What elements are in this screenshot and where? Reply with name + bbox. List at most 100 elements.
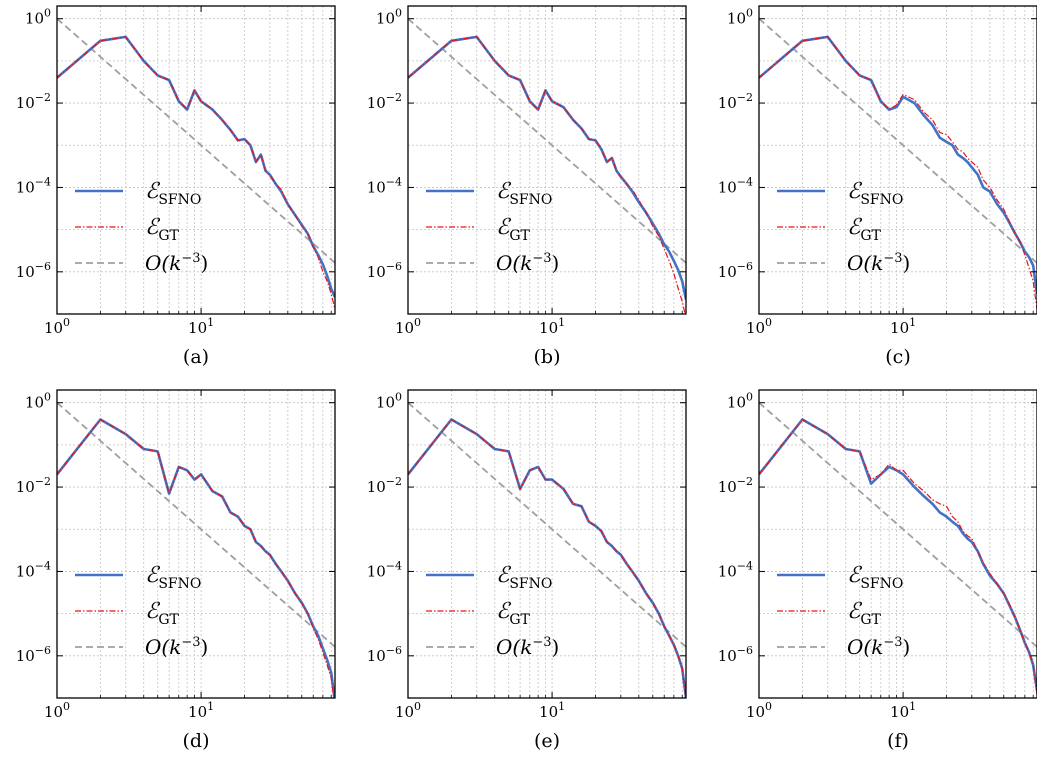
y-tick-label-exp: 0 xyxy=(44,391,51,404)
y-tick-label-exp: −4 xyxy=(35,559,51,572)
y-tick-label-exp: 0 xyxy=(746,7,753,20)
y-tick-label-base: 10 xyxy=(16,478,35,496)
x-tick-label: 101 xyxy=(539,316,565,337)
legend-label-main: ℰ xyxy=(145,179,161,204)
legend-label-sub: SFNO xyxy=(860,192,903,208)
legend-label-main: O(k xyxy=(145,635,181,659)
legend-label-main: ℰ xyxy=(496,215,512,240)
reference-slope-line xyxy=(408,402,686,648)
gt-series-line xyxy=(408,36,686,314)
x-tick-label: 101 xyxy=(188,700,214,721)
x-tick-label-base: 10 xyxy=(746,319,765,337)
legend-label-sup: −3 xyxy=(883,251,902,266)
y-tick-label: 10−2 xyxy=(718,475,753,496)
legend-label: ℰSFNO xyxy=(145,179,201,208)
y-tick-label-exp: −6 xyxy=(35,644,51,657)
y-tick-label-base: 10 xyxy=(25,10,44,28)
legend-label-sup: −3 xyxy=(883,635,902,650)
legend-label-tail: ) xyxy=(201,635,209,659)
y-tick-label-base: 10 xyxy=(376,394,395,412)
y-tick-label-exp: 0 xyxy=(395,7,402,20)
legend-label-sup: −3 xyxy=(532,635,551,650)
sfno-series-line xyxy=(57,418,335,698)
y-tick-label-exp: −4 xyxy=(737,175,753,188)
series-group xyxy=(759,402,1037,695)
legend-label-tail: ) xyxy=(903,635,911,659)
gt-series-line xyxy=(759,418,1037,695)
plot-frame xyxy=(758,389,1037,699)
series-group xyxy=(57,18,335,310)
x-tick-label: 101 xyxy=(890,700,916,721)
y-tick-label: 100 xyxy=(25,391,51,412)
x-tick-label-exp: 1 xyxy=(207,700,214,713)
y-tick-label-base: 10 xyxy=(16,647,35,665)
legend-label: O(k−3) xyxy=(847,635,910,659)
legend-label: O(k−3) xyxy=(847,251,910,275)
y-tick-label-base: 10 xyxy=(376,10,395,28)
y-tick-label: 10−4 xyxy=(367,559,402,580)
panel-caption: (b) xyxy=(533,346,561,368)
x-tick-label: 101 xyxy=(539,700,565,721)
legend-label-sub: GT xyxy=(509,612,530,628)
y-tick-label-exp: −4 xyxy=(386,175,402,188)
plot-frame xyxy=(56,389,336,699)
gt-series-line xyxy=(57,36,335,310)
y-tick-label: 100 xyxy=(376,391,402,412)
y-tick-label-base: 10 xyxy=(16,562,35,580)
y-tick-label-base: 10 xyxy=(367,178,386,196)
y-tick-label-base: 10 xyxy=(367,263,386,281)
x-tick-label-base: 10 xyxy=(890,319,909,337)
legend-label: ℰGT xyxy=(847,215,882,244)
x-tick-label-base: 10 xyxy=(44,703,63,721)
reference-slope-line xyxy=(759,18,1037,264)
y-tick-label-exp: −2 xyxy=(386,475,402,488)
panel-caption: (f) xyxy=(887,730,909,752)
legend-label-main: ℰ xyxy=(847,599,863,624)
x-tick-label-exp: 1 xyxy=(909,316,916,329)
plot-frame xyxy=(407,5,687,315)
y-tick-label: 10−6 xyxy=(718,260,753,281)
series-group xyxy=(408,402,686,698)
panel-caption: (c) xyxy=(885,346,911,368)
panel-caption: (e) xyxy=(533,730,561,752)
legend-label-sup: −3 xyxy=(181,635,200,650)
y-tick-label-exp: −6 xyxy=(737,260,753,273)
legend-label-sub: GT xyxy=(158,612,179,628)
x-tick-label-exp: 1 xyxy=(207,316,214,329)
gt-series-line xyxy=(408,418,686,698)
panel-caption: (a) xyxy=(182,346,210,368)
x-tick-label-base: 10 xyxy=(890,703,909,721)
y-tick-label-base: 10 xyxy=(718,478,737,496)
legend-label-tail: ) xyxy=(552,635,560,659)
y-tick-label-base: 10 xyxy=(16,94,35,112)
legend: ℰ SFNO ℰGT O(k−3) xyxy=(777,179,910,275)
x-tick-label-exp: 0 xyxy=(765,700,772,713)
plot-frame xyxy=(407,389,687,699)
x-tick-label-base: 10 xyxy=(395,703,414,721)
y-tick-label: 100 xyxy=(727,7,753,28)
y-tick-label: 10−6 xyxy=(367,260,402,281)
y-tick-label: 10−4 xyxy=(16,175,51,196)
legend-label-sub: GT xyxy=(509,228,530,244)
legend-label: ℰGT xyxy=(145,599,180,628)
legend-label-tail: ) xyxy=(903,251,911,275)
legend-label: ℰSFNO xyxy=(496,563,552,592)
y-tick-label: 100 xyxy=(727,391,753,412)
legend-label-tail: ) xyxy=(201,251,209,275)
y-tick-label: 10−4 xyxy=(718,175,753,196)
y-tick-label-exp: −2 xyxy=(386,91,402,104)
legend-label-main: O(k xyxy=(496,635,532,659)
legend-label-main: ℰ xyxy=(847,215,863,240)
y-tick-label-exp: −2 xyxy=(35,91,51,104)
x-tick-label-exp: 0 xyxy=(63,316,70,329)
x-tick-label: 100 xyxy=(44,700,70,721)
x-tick-label-base: 10 xyxy=(539,703,558,721)
x-tick-label: 100 xyxy=(44,316,70,337)
reference-slope-line xyxy=(57,18,335,264)
gt-series-line xyxy=(57,418,335,698)
